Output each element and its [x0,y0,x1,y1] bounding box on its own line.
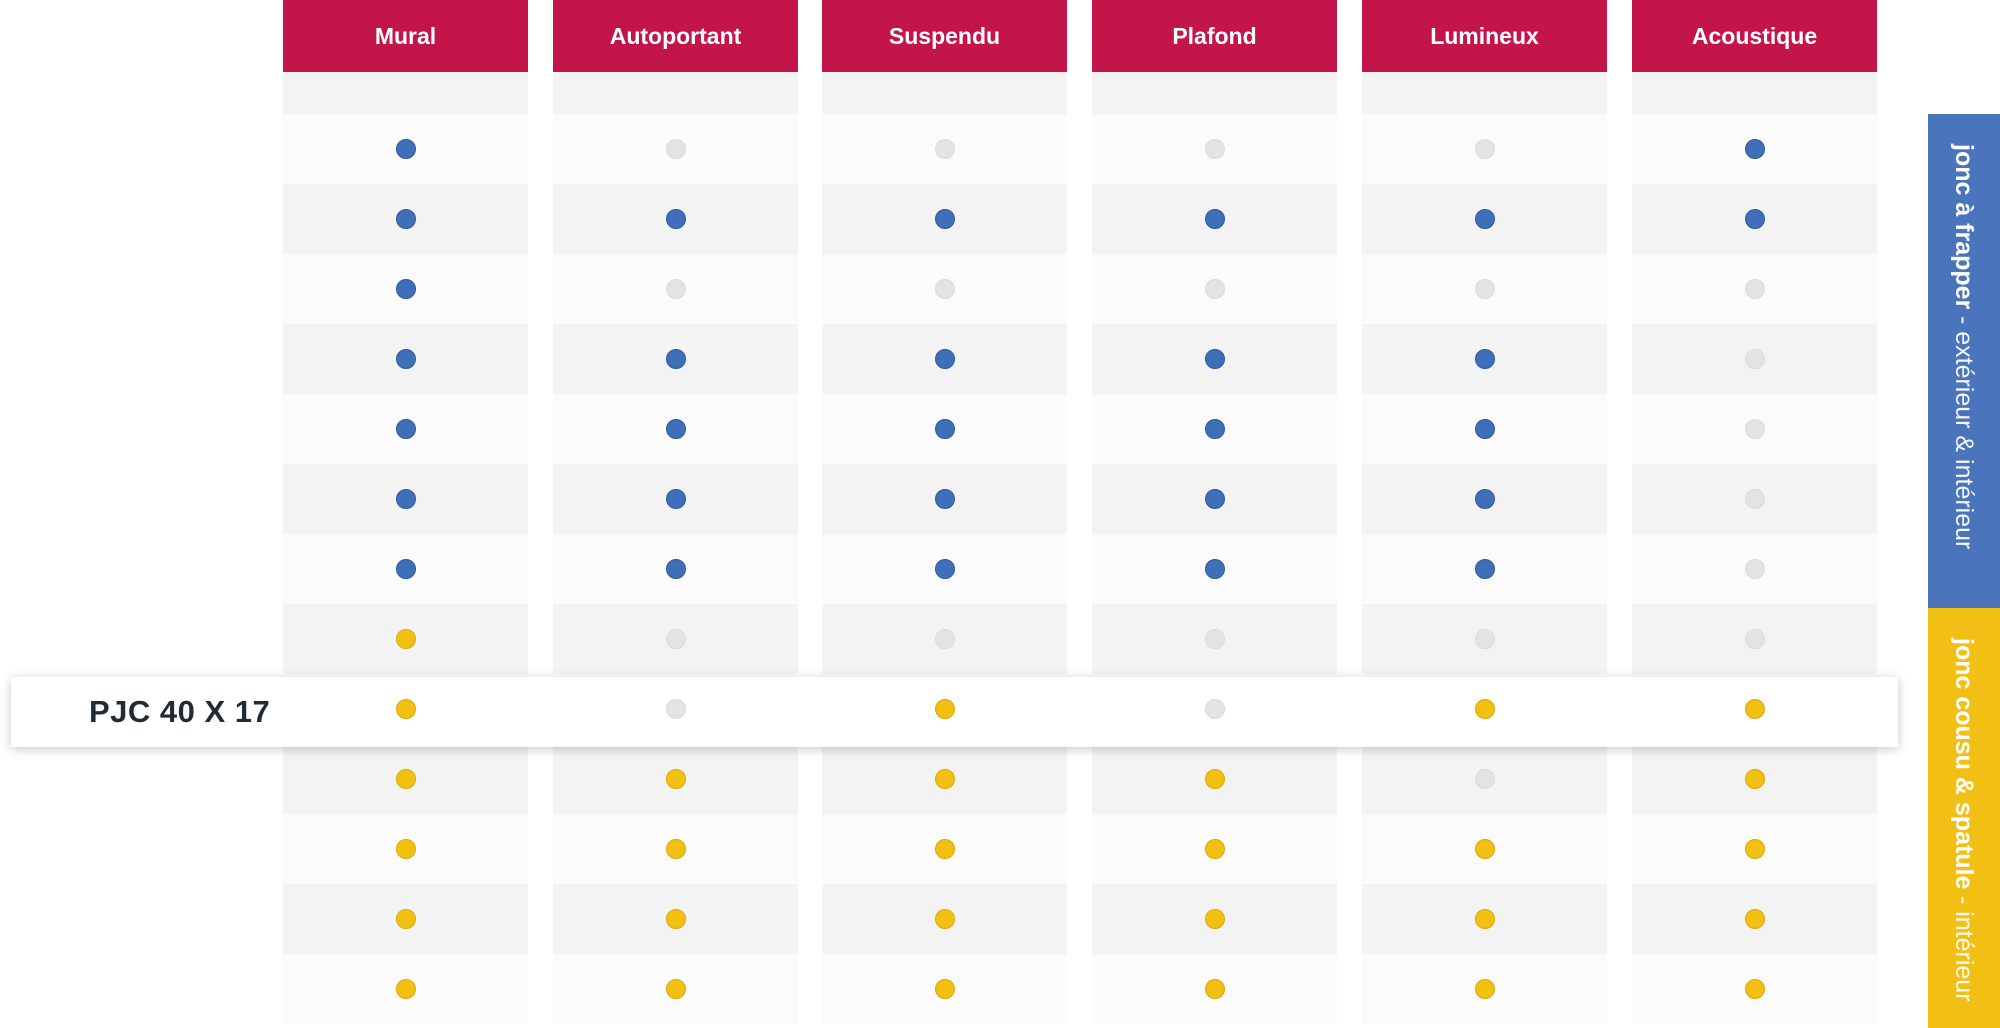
blue-dot-indicator [665,559,686,579]
yellow-dot-indicator [1204,979,1225,999]
yellow-dot-indicator [1744,839,1765,859]
blue-dot-indicator [934,209,955,229]
gray-dot-indicator [934,139,955,159]
gray-dot-indicator [665,139,686,159]
side-band-jonc-a-frapper: jonc à frapper - extérieur & intérieur [1928,114,2000,608]
yellow-dot-indicator [1204,839,1225,859]
column-spacer [822,72,1067,114]
blue-dot-indicator [1474,209,1495,229]
gray-dot-indicator [665,279,686,299]
blue-dot-indicator [1744,139,1765,159]
blue-dot-indicator [1744,209,1765,229]
gray-dot-indicator [1474,629,1495,649]
yellow-dot-indicator [395,629,416,649]
blue-dot-indicator [665,489,686,509]
yellow-dot-indicator [1474,699,1495,719]
yellow-dot-indicator [934,769,955,789]
column-header-plafond[interactable]: Plafond [1092,0,1337,72]
yellow-dot-indicator [1474,979,1495,999]
yellow-dot-indicator [665,979,686,999]
column-header-mural[interactable]: Mural [283,0,528,72]
gray-dot-indicator [1744,349,1765,369]
blue-dot-indicator [395,489,416,509]
blue-dot-indicator [934,349,955,369]
yellow-dot-indicator [665,839,686,859]
yellow-dot-indicator [395,839,416,859]
blue-dot-indicator [395,139,416,159]
yellow-dot-indicator [395,979,416,999]
blue-dot-indicator [395,559,416,579]
blue-dot-indicator [934,419,955,439]
gray-dot-indicator [934,629,955,649]
blue-dot-indicator [395,279,416,299]
blue-dot-indicator [1474,419,1495,439]
highlighted-row[interactable] [11,677,1898,747]
blue-dot-indicator [1204,489,1225,509]
blue-dot-indicator [665,349,686,369]
blue-dot-indicator [934,559,955,579]
yellow-dot-indicator [395,699,416,719]
yellow-dot-indicator [665,909,686,929]
gray-dot-indicator [1204,279,1225,299]
yellow-dot-indicator [1744,979,1765,999]
blue-dot-indicator [1204,349,1225,369]
yellow-dot-indicator [934,979,955,999]
yellow-dot-indicator [934,839,955,859]
gray-dot-indicator [1204,629,1225,649]
yellow-dot-indicator [1474,909,1495,929]
band-1-bold: jonc à frapper [1950,144,1978,310]
yellow-dot-indicator [395,769,416,789]
gray-dot-indicator [1744,559,1765,579]
column-spacer [553,72,798,114]
gray-dot-indicator [1474,139,1495,159]
blue-dot-indicator [665,419,686,439]
yellow-dot-indicator [934,699,955,719]
blue-dot-indicator [1204,559,1225,579]
yellow-dot-indicator [1474,839,1495,859]
blue-dot-indicator [934,489,955,509]
band-2-bold: jonc cousu & spatule [1950,638,1978,890]
blue-dot-indicator [395,209,416,229]
yellow-dot-indicator [1744,769,1765,789]
blue-dot-indicator [395,419,416,439]
column-spacer [283,72,528,114]
gray-dot-indicator [1744,279,1765,299]
column-spacer [1632,72,1877,114]
yellow-dot-indicator [665,769,686,789]
blue-dot-indicator [1204,209,1225,229]
gray-dot-indicator [1744,419,1765,439]
band-1-light: - extérieur & intérieur [1950,309,1978,550]
side-band-jonc-cousu: jonc cousu & spatule - intérieur [1928,608,2000,1028]
blue-dot-indicator [1474,349,1495,369]
band-2-light: - intérieur [1950,889,1978,1002]
column-spacer [1092,72,1337,114]
gray-dot-indicator [1204,139,1225,159]
blue-dot-indicator [395,349,416,369]
gray-dot-indicator [1744,629,1765,649]
gray-dot-indicator [934,279,955,299]
yellow-dot-indicator [934,909,955,929]
column-header-autoportant[interactable]: Autoportant [553,0,798,72]
gray-dot-indicator [665,699,686,719]
blue-dot-indicator [1474,559,1495,579]
yellow-dot-indicator [1204,909,1225,929]
gray-dot-indicator [1204,699,1225,719]
blue-dot-indicator [665,209,686,229]
column-header-lumineux[interactable]: Lumineux [1362,0,1607,72]
gray-dot-indicator [1744,489,1765,509]
blue-dot-indicator [1474,489,1495,509]
gray-dot-indicator [665,629,686,649]
highlighted-row-label: PJC 40 X 17 [89,694,271,729]
yellow-dot-indicator [395,909,416,929]
column-header-suspendu[interactable]: Suspendu [822,0,1067,72]
yellow-dot-indicator [1204,769,1225,789]
gray-dot-indicator [1474,279,1495,299]
column-header-acoustique[interactable]: Acoustique [1632,0,1877,72]
gray-dot-indicator [1474,769,1495,789]
blue-dot-indicator [1204,419,1225,439]
column-spacer [1362,72,1607,114]
yellow-dot-indicator [1744,909,1765,929]
yellow-dot-indicator [1744,699,1765,719]
